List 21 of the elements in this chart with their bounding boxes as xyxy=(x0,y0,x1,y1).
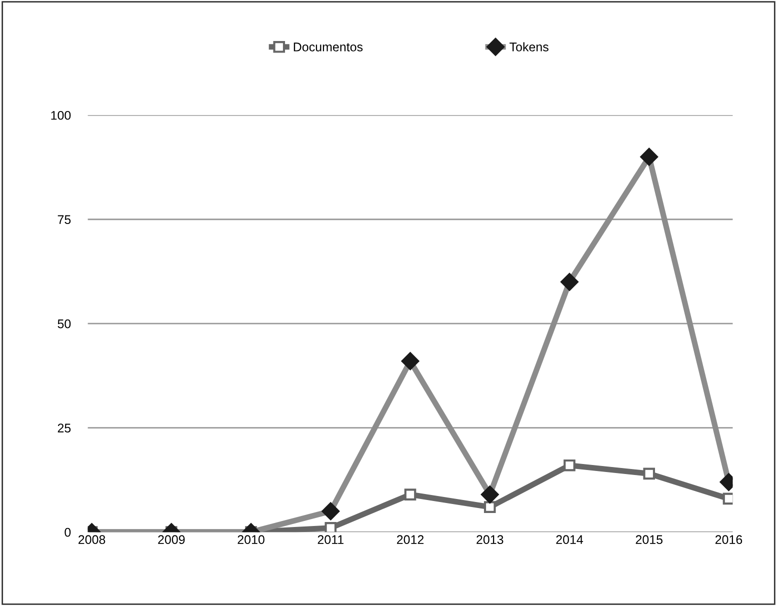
x-tick-label: 2008 xyxy=(78,535,106,544)
y-tick-label: 0 xyxy=(64,528,71,537)
x-tick-label: 2013 xyxy=(476,535,504,544)
point xyxy=(324,522,337,532)
y-tick-label: 50 xyxy=(58,319,71,328)
legend-label: Documentos xyxy=(294,42,363,52)
y-tick-label: 100 xyxy=(51,110,71,120)
point xyxy=(643,468,656,480)
point xyxy=(484,501,496,513)
x-tick-label: 2010 xyxy=(238,535,264,544)
x-tick-label: 2015 xyxy=(636,535,662,544)
x-tick-label: 2014 xyxy=(556,535,584,544)
y-tick-label: 75 xyxy=(58,215,71,224)
x-tick-label: 2009 xyxy=(158,535,185,544)
x-tick-label: 2011 xyxy=(318,535,344,544)
point xyxy=(404,488,416,500)
x-tick-label: 2016 xyxy=(715,535,742,544)
x-tick-label: 2012 xyxy=(396,535,424,544)
y-tick-label: 25 xyxy=(58,424,71,432)
point xyxy=(564,459,576,472)
legend-label: Tokens xyxy=(510,42,548,52)
